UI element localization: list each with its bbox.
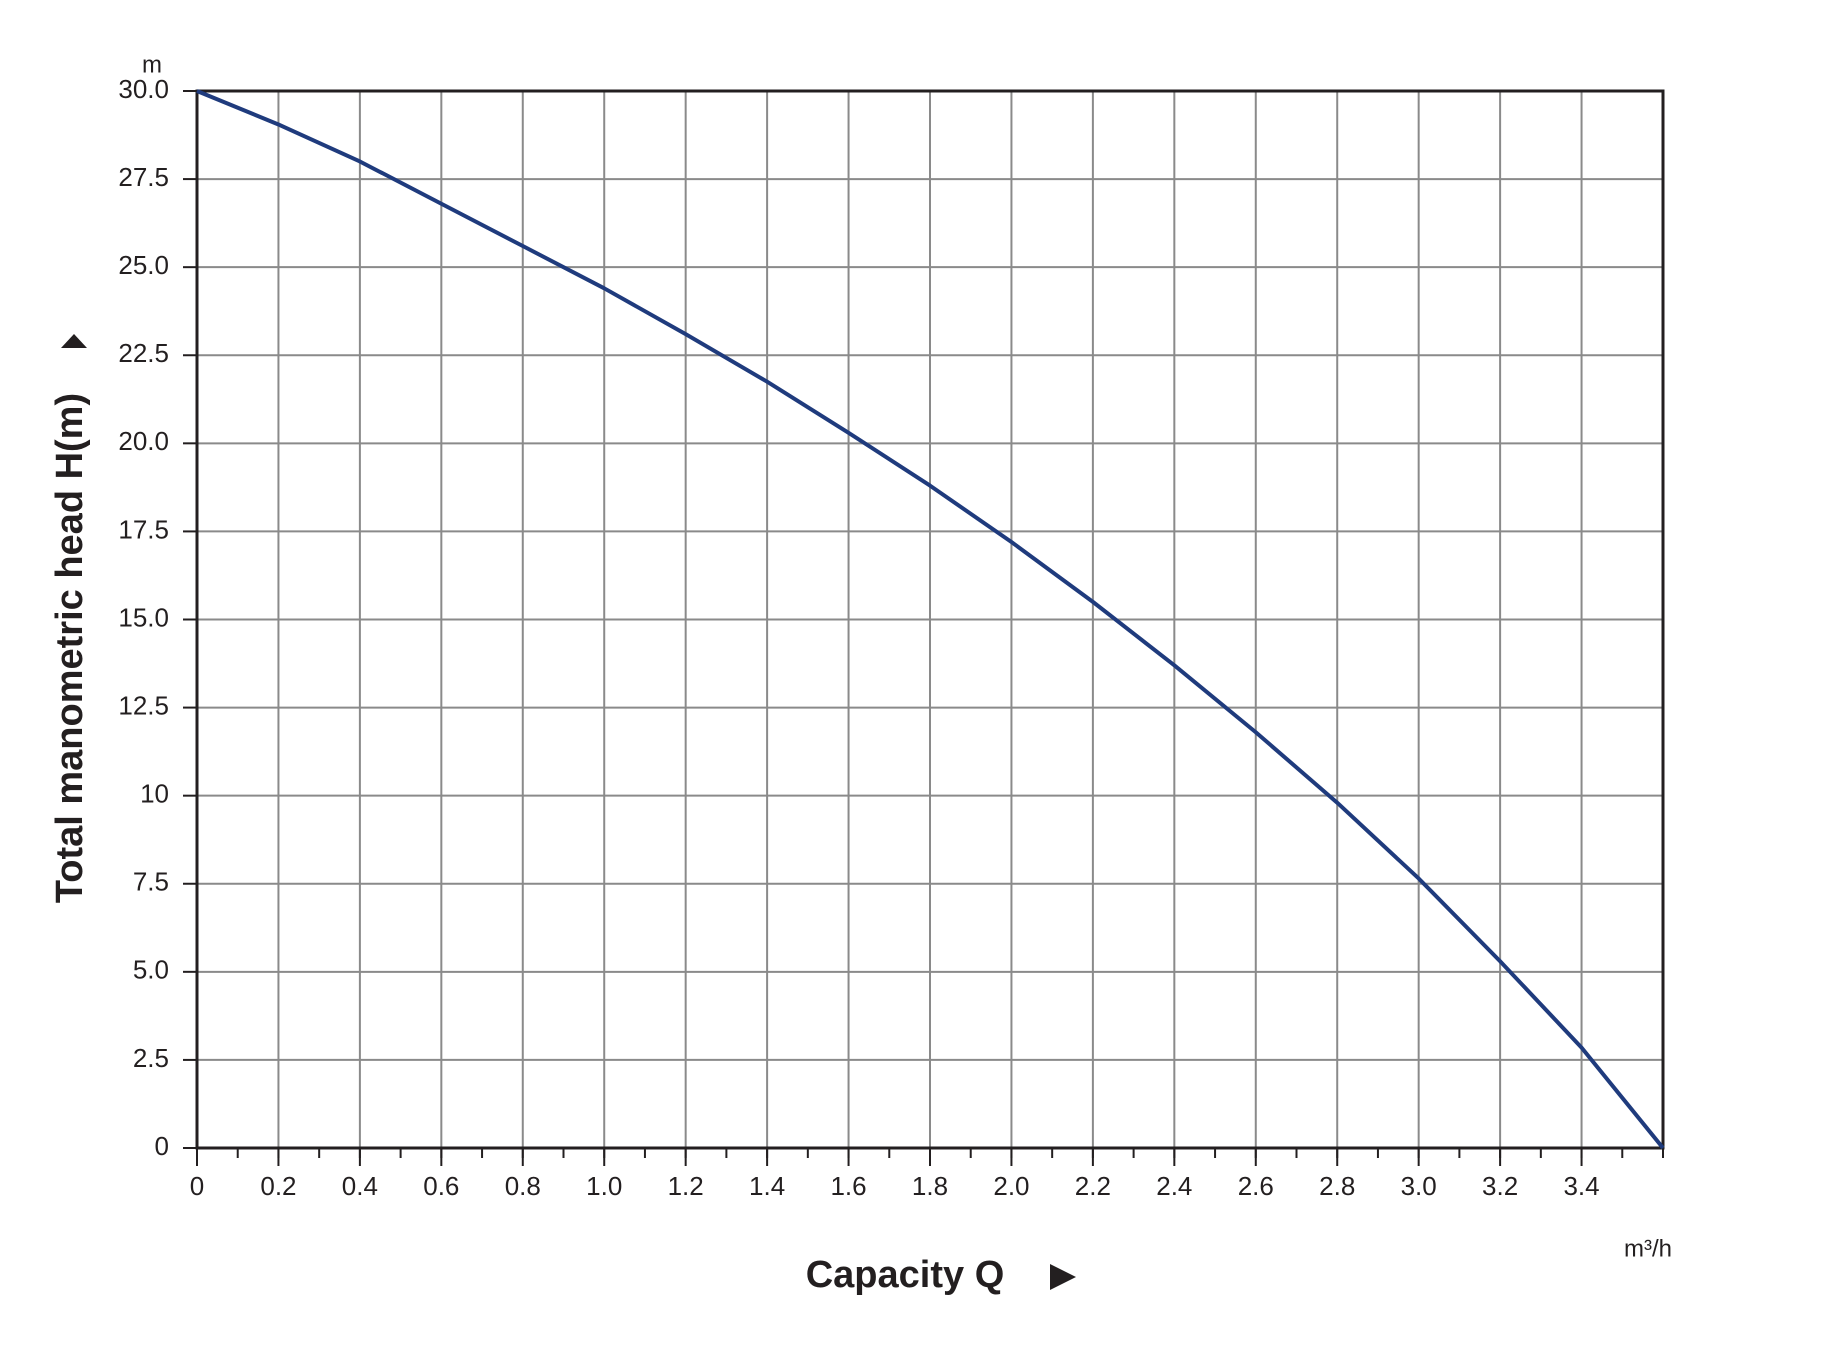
curve <box>196 89 1665 1150</box>
y-tick-label: 5.0 <box>133 955 169 985</box>
y-tick-label: 15.0 <box>118 602 169 632</box>
x-tick-label: 0.8 <box>505 1171 541 1201</box>
plot-frame <box>195 89 1665 1150</box>
y-unit: m <box>142 51 162 78</box>
y-tick-label: 22.5 <box>118 338 169 368</box>
x-tick-label: 1.2 <box>668 1171 704 1201</box>
x-tick-label: 0.4 <box>342 1171 378 1201</box>
y-tick-label: 0 <box>155 1131 169 1161</box>
y-tick-label: 30.0 <box>118 74 169 104</box>
x-tick-label: 3.4 <box>1563 1171 1599 1201</box>
x-tick-label: 2.4 <box>1156 1171 1192 1201</box>
x-tick-label: 2.8 <box>1319 1171 1355 1201</box>
x-tick-label: 2.0 <box>993 1171 1029 1201</box>
x-tick-label: 3.0 <box>1401 1171 1437 1201</box>
x-tick-label: 1.8 <box>912 1171 948 1201</box>
y-tick-label: 27.5 <box>118 162 169 192</box>
x-tick-label: 2.6 <box>1238 1171 1274 1201</box>
y-tick-label: 20.0 <box>118 426 169 456</box>
x-tick-label: 0 <box>190 1171 204 1201</box>
x-tick-label: 1.6 <box>830 1171 866 1201</box>
x-tick-label: 3.2 <box>1482 1171 1518 1201</box>
x-tick-label: 1.0 <box>586 1171 622 1201</box>
x-tick-label: 1.4 <box>749 1171 785 1201</box>
y-tick-label: 10 <box>140 779 169 809</box>
y-tick-label: 25.0 <box>118 250 169 280</box>
y-tick-label: 12.5 <box>118 690 169 720</box>
x-tick-label: 2.2 <box>1075 1171 1111 1201</box>
y-tick-label: 17.5 <box>118 514 169 544</box>
x-axis-title: Capacity Q <box>806 1254 1005 1296</box>
y-tick-label: 2.5 <box>133 1043 169 1073</box>
x-arrow <box>1050 1264 1076 1290</box>
y-tick-label: 7.5 <box>133 867 169 897</box>
y-arrow <box>61 334 87 348</box>
x-unit: m³/h <box>1624 1235 1672 1262</box>
y-axis-title: Total manometric head H(m) <box>49 393 91 903</box>
x-tick-label: 0.6 <box>423 1171 459 1201</box>
x-tick-label: 0.2 <box>260 1171 296 1201</box>
